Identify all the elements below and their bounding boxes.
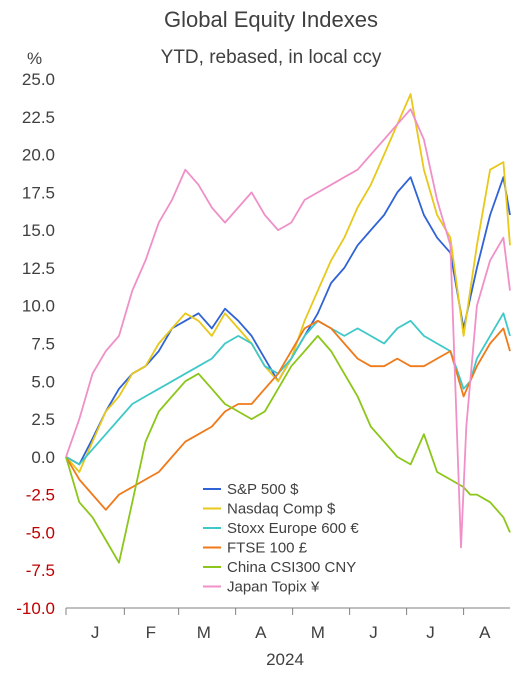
y-tick-label: -7.5 bbox=[26, 561, 55, 580]
chart-title: Global Equity Indexes bbox=[164, 7, 378, 32]
y-tick-label: 22.5 bbox=[22, 108, 55, 127]
y-tick-label: 7.5 bbox=[31, 335, 55, 354]
y-tick-label: 0.0 bbox=[31, 448, 55, 467]
x-tick-label: J bbox=[369, 623, 378, 642]
legend-entry: Japan Topix ¥ bbox=[227, 579, 320, 596]
series-line bbox=[65, 108, 511, 549]
y-tick-label: 12.5 bbox=[22, 259, 55, 278]
x-tick-label: M bbox=[311, 623, 325, 642]
y-tick-label: 5.0 bbox=[31, 372, 55, 391]
x-tick-label: J bbox=[91, 623, 100, 642]
x-tick-label: A bbox=[479, 623, 491, 642]
x-tick-label: M bbox=[197, 623, 211, 642]
y-axis: 25.0 22.5 20.0 17.5 15.0 12.5 10.0 7.5 5.0 2.5 0.0… bbox=[16, 70, 55, 618]
legend: S&P 500 $ Nasdaq Comp $ Stoxx Europe 600 €… bbox=[203, 481, 359, 596]
y-tick-label: 2.5 bbox=[31, 410, 55, 429]
y-tick-label: -2.5 bbox=[26, 486, 55, 505]
x-tick-label: J bbox=[426, 623, 435, 642]
y-tick-label: -10.0 bbox=[16, 599, 55, 618]
legend-entry: Stoxx Europe 600 € bbox=[227, 520, 359, 537]
x-tick-label: F bbox=[146, 623, 156, 642]
series-line bbox=[65, 93, 511, 473]
legend-entry: S&P 500 $ bbox=[227, 481, 299, 498]
series-lines bbox=[65, 93, 511, 564]
series-line bbox=[65, 335, 511, 564]
y-tick-label: -5.0 bbox=[26, 523, 55, 542]
chart-subtitle: YTD, rebased, in local ccy bbox=[161, 47, 382, 68]
y-tick-label: 17.5 bbox=[22, 183, 55, 202]
legend-entry: FTSE 100 £ bbox=[227, 540, 308, 557]
legend-entry: China CSI300 CNY bbox=[227, 559, 356, 576]
y-axis-unit-label: % bbox=[27, 49, 42, 68]
y-tick-label: 20.0 bbox=[22, 146, 55, 165]
y-tick-label: 10.0 bbox=[22, 297, 55, 316]
series-line bbox=[65, 319, 511, 511]
y-tick-label: 25.0 bbox=[22, 70, 55, 89]
x-tick-label: A bbox=[255, 623, 267, 642]
legend-entry: Nasdaq Comp $ bbox=[227, 501, 336, 518]
series-line bbox=[65, 312, 511, 466]
x-axis-year-label: 2024 bbox=[266, 650, 304, 669]
y-tick-label: 15.0 bbox=[22, 221, 55, 240]
